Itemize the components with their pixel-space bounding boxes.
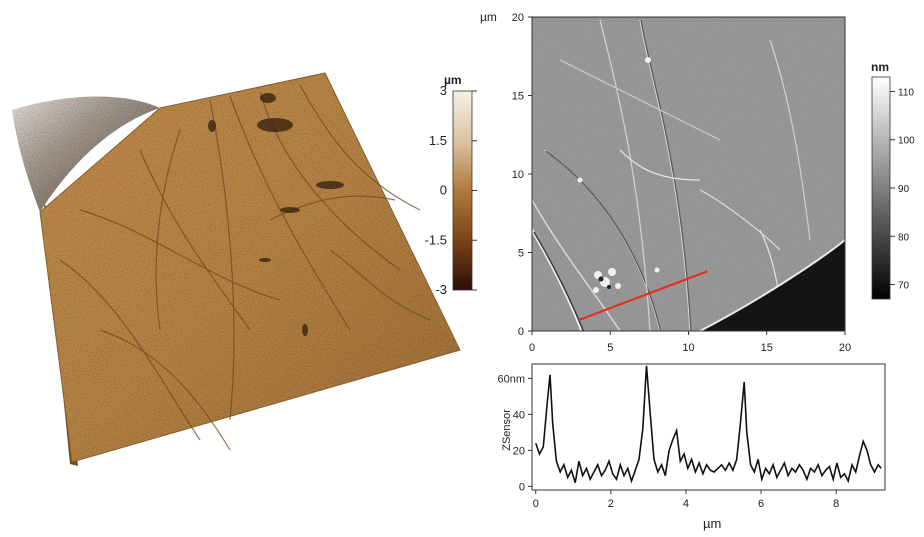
profile-x-label: µm xyxy=(703,516,721,531)
y-tick-label: 0 xyxy=(519,481,525,493)
profile-series-line xyxy=(535,365,882,484)
colorbar-height-nm: 110 100 90 80 70 nm xyxy=(871,60,915,300)
y-tick-label: 15 xyxy=(512,91,524,103)
colorbar-tick-label: 100 xyxy=(898,136,915,147)
colorbar-height-um: 3 1.5 0 -1.5 -3 µm xyxy=(425,73,477,297)
image-x-axis: 0 5 10 15 20 xyxy=(529,331,851,354)
x-tick-label: 15 xyxy=(761,342,773,354)
colorbar-gradient-brown xyxy=(452,90,473,291)
x-tick-label: 0 xyxy=(529,342,535,354)
colorbar-tick-label: 70 xyxy=(898,281,910,292)
image-fibers xyxy=(532,19,811,331)
x-tick-label: 6 xyxy=(758,498,764,510)
colorbar-unit-label: nm xyxy=(871,60,889,74)
topography-3d-view xyxy=(12,72,461,466)
y-tick-label: 20 xyxy=(512,12,524,24)
line-profile-marker xyxy=(578,270,708,322)
image-dark-wall xyxy=(700,240,845,331)
colorbar-unit-label: µm xyxy=(444,73,462,87)
x-tick-label: 10 xyxy=(682,342,694,354)
x-tick-label: 8 xyxy=(833,498,839,510)
profile-y-label: ZSensor xyxy=(501,409,513,451)
colorbar-tick-label: 0 xyxy=(440,183,447,198)
y-tick-label: 5 xyxy=(518,248,524,260)
colorbar-tick-label: -1.5 xyxy=(425,232,447,247)
x-tick-label: 5 xyxy=(607,342,613,354)
x-tick-label: 2 xyxy=(608,498,614,510)
colorbar-tick-label: 80 xyxy=(898,232,910,243)
colorbar-tick-label: 110 xyxy=(898,87,914,98)
afm-2d-image: 0 5 10 15 20 0 5 10 15 20 µm xyxy=(480,10,851,354)
profile-y-axis: 60nm 40 20 0 xyxy=(497,373,532,493)
y-tick-label: 0 xyxy=(518,326,524,338)
surface-fibers xyxy=(59,84,431,451)
height-profile-plot: 0 2 4 6 8 60nm 40 20 0 µm ZSensor xyxy=(497,363,886,531)
colorbar-tick-label: 90 xyxy=(898,184,910,195)
y-tick-label: 60nm xyxy=(497,373,525,385)
x-tick-label: 20 xyxy=(839,342,851,354)
colorbar-gradient-gray xyxy=(871,76,891,300)
image-y-axis: 0 5 10 15 20 xyxy=(512,12,532,338)
x-tick-label: 0 xyxy=(533,498,539,510)
y-tick-label: 40 xyxy=(513,409,525,421)
colorbar-tick-label: 3 xyxy=(440,83,447,98)
y-tick-label: 10 xyxy=(512,169,524,181)
profile-x-axis: 0 2 4 6 8 xyxy=(533,490,839,510)
colorbar-tick-label: 1.5 xyxy=(429,133,447,148)
surface-dark-spots xyxy=(208,93,344,336)
y-tick-label: 20 xyxy=(513,445,525,457)
image-y-unit: µm xyxy=(480,10,497,24)
x-tick-label: 4 xyxy=(683,498,689,510)
colorbar-tick-label: -3 xyxy=(435,282,447,297)
